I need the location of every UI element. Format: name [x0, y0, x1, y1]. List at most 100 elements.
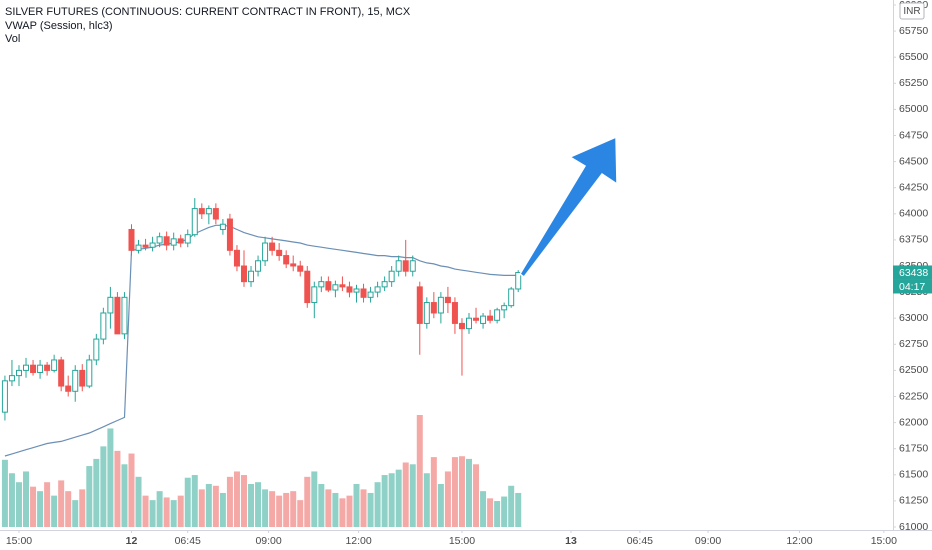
volume-bar — [248, 483, 255, 527]
candle-body — [58, 359, 65, 387]
x-tick-label: 12:00 — [786, 535, 812, 547]
candle-body — [156, 236, 163, 244]
candle-body — [283, 255, 290, 265]
candle-body — [515, 271, 522, 290]
candle-body — [423, 302, 430, 324]
volume-bar — [107, 428, 114, 527]
volume-bar — [437, 483, 444, 527]
volume-bar — [100, 446, 107, 527]
candle-body — [30, 364, 37, 373]
volume-bar — [37, 491, 44, 527]
volume-bar — [501, 496, 508, 527]
candle-body — [255, 260, 262, 272]
candle-body — [170, 238, 177, 246]
candle-body — [1, 380, 8, 413]
volume-bar — [1, 459, 8, 527]
legend-volume: Vol — [5, 33, 20, 45]
candle-body — [219, 223, 226, 230]
volume-bar — [480, 491, 487, 527]
y-tick-label: 62500 — [899, 364, 928, 376]
volume-bar — [388, 473, 395, 527]
volume-bar — [374, 482, 381, 527]
last-price-label: 63438 — [899, 267, 928, 279]
volume-bar — [508, 485, 515, 527]
candle-body — [494, 309, 501, 321]
y-tick-label: 65500 — [899, 51, 928, 63]
volume-bar — [114, 450, 121, 527]
countdown-label: 04:17 — [899, 281, 925, 293]
y-tick-label: 61000 — [899, 521, 928, 533]
currency-label: INR — [903, 6, 920, 17]
candle-body — [44, 364, 51, 371]
candle-body — [226, 218, 233, 251]
candle-body — [332, 284, 339, 291]
candle-body — [416, 286, 423, 324]
legend-vwap: VWAP (Session, hlc3) — [5, 20, 113, 32]
chart-title: SILVER FUTURES (CONTINUOUS: CURRENT CONT… — [5, 6, 411, 18]
volume-bar — [51, 495, 58, 527]
candle-body — [409, 260, 416, 272]
candle-body — [444, 296, 451, 304]
volume-bar — [466, 458, 473, 527]
candle-body — [121, 296, 128, 335]
volume-bar — [163, 497, 170, 527]
vwap-line — [4, 224, 519, 457]
candle-body — [100, 312, 107, 340]
candle-body — [212, 208, 219, 220]
candle-body — [86, 359, 93, 387]
volume-bar — [451, 457, 458, 527]
currency-box — [899, 2, 925, 20]
volume-bar — [184, 477, 191, 527]
candle-body — [297, 265, 304, 272]
candle-body — [269, 242, 276, 251]
volume-bar — [23, 471, 30, 527]
x-tick-label: 12:00 — [345, 535, 371, 547]
volume-bar — [290, 491, 297, 527]
candle-body — [430, 302, 437, 314]
candle-body — [466, 317, 473, 330]
candle-body — [353, 288, 360, 293]
candle-body — [205, 208, 212, 215]
volume-bar — [332, 492, 339, 527]
y-tick-label: 63750 — [899, 234, 928, 246]
volume-bar — [121, 464, 128, 527]
candle-body — [114, 296, 121, 335]
volume-bar — [346, 495, 353, 527]
volume-bar — [444, 471, 451, 527]
candle-body — [135, 244, 142, 251]
candle-body — [480, 315, 487, 324]
x-tick-label: 06:45 — [627, 535, 653, 547]
volume-bar — [494, 501, 501, 527]
volume-bar — [170, 500, 177, 527]
y-tick-label: 62000 — [899, 416, 928, 428]
arrow-annotation — [519, 135, 618, 279]
volume-bar — [58, 480, 65, 527]
candle-body — [233, 249, 240, 267]
volume-bar — [276, 495, 283, 527]
y-tick-label: 65000 — [899, 103, 928, 115]
y-tick-label: 61500 — [899, 469, 928, 481]
volume-bar — [205, 483, 212, 527]
candle-body — [367, 291, 374, 298]
candle-body — [191, 208, 198, 236]
volume-bar — [212, 485, 219, 527]
candle-body — [248, 270, 255, 283]
volume-bar — [423, 473, 430, 527]
volume-bar — [416, 415, 423, 527]
countdown-box — [893, 279, 932, 294]
x-tick-label: 09:00 — [255, 535, 281, 547]
candle-body — [177, 238, 184, 244]
volume-bar — [86, 466, 93, 527]
volume-bar — [135, 476, 142, 527]
y-tick-label: 64000 — [899, 208, 928, 220]
candle-body — [240, 265, 247, 283]
volume-bar — [458, 456, 465, 527]
candle-body — [198, 208, 205, 215]
y-tick-label: 61250 — [899, 495, 928, 507]
volume-bar — [198, 489, 205, 527]
volume-bar — [255, 482, 262, 527]
x-tick-label: 15:00 — [871, 535, 897, 547]
volume-bar — [318, 483, 325, 527]
